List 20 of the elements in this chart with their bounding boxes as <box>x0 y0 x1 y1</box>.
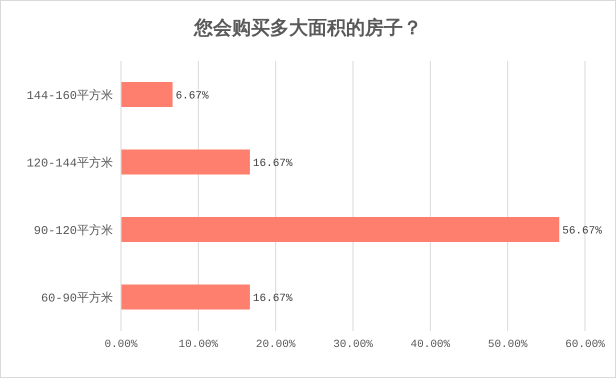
bar <box>121 284 250 310</box>
x-tick-label: 30.00% <box>333 338 374 351</box>
data-label: 16.67% <box>252 292 293 305</box>
bar <box>121 82 173 107</box>
y-tick-label: 60-90平方米 <box>40 290 113 306</box>
x-tick-label: 0.00% <box>104 338 138 351</box>
y-tick-label: 144-160平方米 <box>26 88 113 104</box>
y-tick-label: 90-120平方米 <box>34 223 113 238</box>
x-tick-label: 10.00% <box>178 338 219 351</box>
data-label: 6.67% <box>176 90 209 102</box>
data-label: 16.67% <box>252 158 293 170</box>
bar <box>121 150 250 174</box>
chart-title: 您会购买多大面积的房子？ <box>192 16 423 41</box>
bar <box>121 217 560 242</box>
x-tick-label: 40.00% <box>410 338 451 351</box>
data-label: 56.67% <box>562 225 602 238</box>
x-tick-label: 50.00% <box>488 338 528 351</box>
x-tick-label: 20.00% <box>256 338 296 351</box>
y-tick-label: 120-144平方米 <box>26 156 113 171</box>
x-tick-label: 60.00% <box>565 338 606 351</box>
